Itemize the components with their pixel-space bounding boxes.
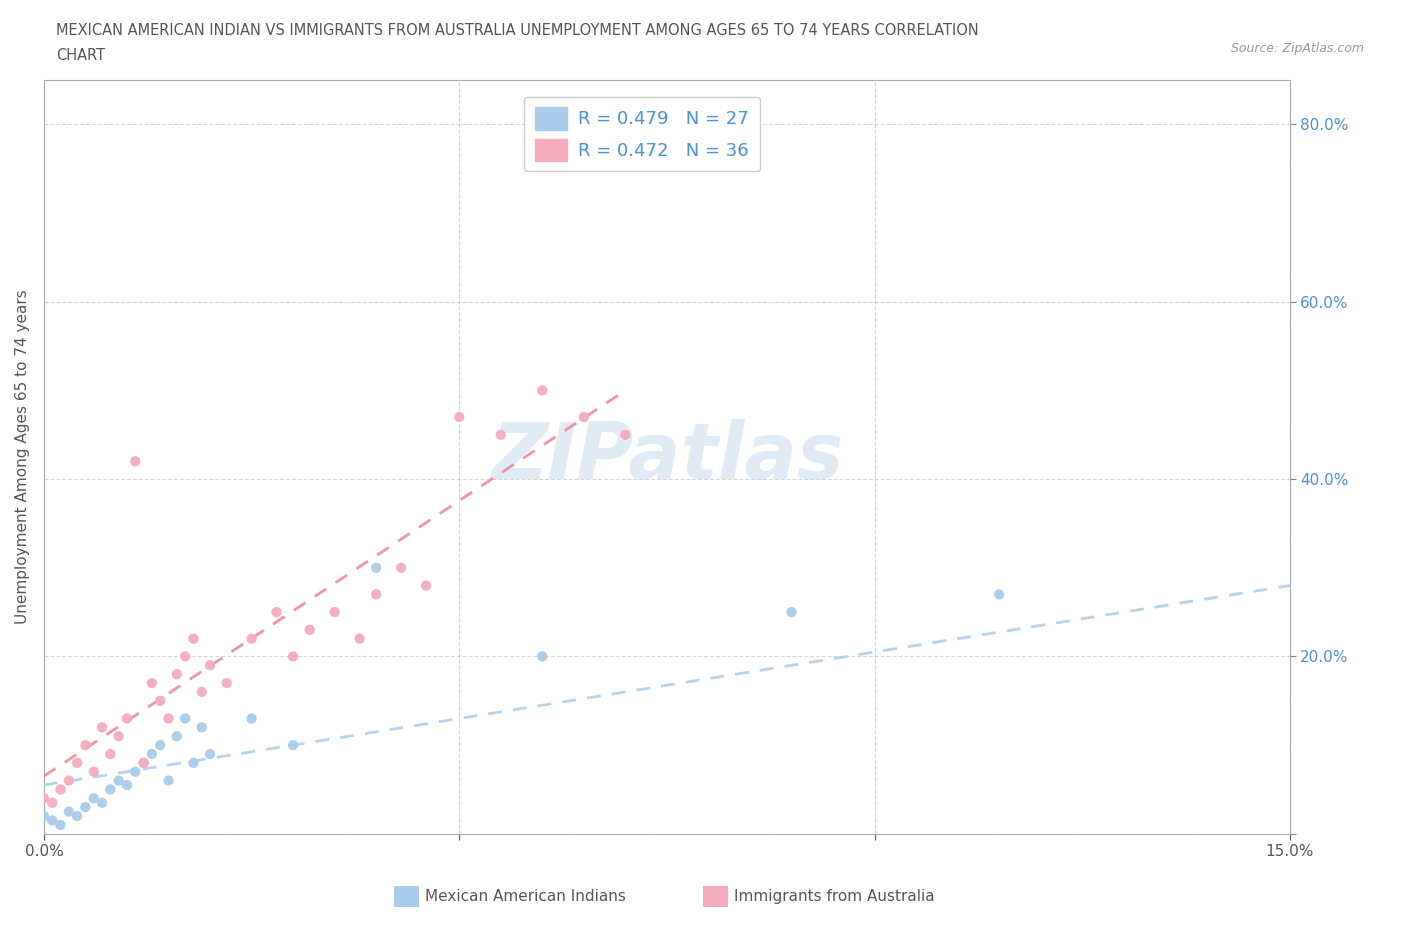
Point <box>149 737 172 752</box>
Point <box>66 755 89 770</box>
Point <box>323 604 346 619</box>
Point <box>124 764 146 779</box>
Point <box>780 604 803 619</box>
Point <box>489 427 512 442</box>
Point <box>115 777 138 792</box>
Point <box>198 747 221 762</box>
Point <box>366 561 388 576</box>
Point <box>41 795 63 810</box>
Text: Mexican American Indians: Mexican American Indians <box>425 889 626 904</box>
Point <box>124 454 146 469</box>
Text: Immigrants from Australia: Immigrants from Australia <box>734 889 935 904</box>
Point <box>190 684 212 699</box>
Point <box>266 604 288 619</box>
Point <box>83 790 105 805</box>
Point <box>157 773 180 788</box>
Point <box>91 720 114 735</box>
Point <box>75 800 97 815</box>
Point <box>174 711 197 726</box>
Point <box>240 631 263 646</box>
Point <box>91 795 114 810</box>
Text: CHART: CHART <box>56 48 105 63</box>
Point <box>32 790 55 805</box>
Point <box>32 808 55 823</box>
Point <box>174 649 197 664</box>
Point <box>389 561 412 576</box>
Point <box>183 631 205 646</box>
Point <box>349 631 371 646</box>
Point <box>366 587 388 602</box>
Point <box>190 720 212 735</box>
Point <box>166 667 188 682</box>
Point <box>281 649 304 664</box>
Point <box>58 804 80 819</box>
Point <box>49 782 72 797</box>
Point <box>98 782 121 797</box>
Point <box>298 622 321 637</box>
Point <box>83 764 105 779</box>
Point <box>415 578 437 593</box>
Point <box>281 737 304 752</box>
Text: MEXICAN AMERICAN INDIAN VS IMMIGRANTS FROM AUSTRALIA UNEMPLOYMENT AMONG AGES 65 : MEXICAN AMERICAN INDIAN VS IMMIGRANTS FR… <box>56 23 979 38</box>
Point <box>58 773 80 788</box>
Point <box>141 747 163 762</box>
Point <box>141 675 163 690</box>
Point <box>183 755 205 770</box>
Y-axis label: Unemployment Among Ages 65 to 74 years: Unemployment Among Ages 65 to 74 years <box>15 289 30 624</box>
Point <box>215 675 238 690</box>
Point <box>115 711 138 726</box>
Text: ZIPatlas: ZIPatlas <box>491 418 844 495</box>
Point <box>240 711 263 726</box>
Point <box>132 755 155 770</box>
Text: Source: ZipAtlas.com: Source: ZipAtlas.com <box>1230 42 1364 55</box>
Point <box>107 773 129 788</box>
Point <box>132 755 155 770</box>
Point <box>531 383 554 398</box>
Point <box>166 729 188 744</box>
Point <box>614 427 637 442</box>
Point <box>988 587 1011 602</box>
Point <box>49 817 72 832</box>
Point <box>75 737 97 752</box>
Point <box>107 729 129 744</box>
Point <box>149 694 172 709</box>
Point <box>98 747 121 762</box>
Point <box>66 808 89 823</box>
Point <box>198 658 221 672</box>
Point <box>531 649 554 664</box>
Legend: R = 0.479   N = 27, R = 0.472   N = 36: R = 0.479 N = 27, R = 0.472 N = 36 <box>524 97 759 171</box>
Point <box>157 711 180 726</box>
Point <box>41 813 63 828</box>
Point <box>449 409 471 424</box>
Point <box>572 409 595 424</box>
